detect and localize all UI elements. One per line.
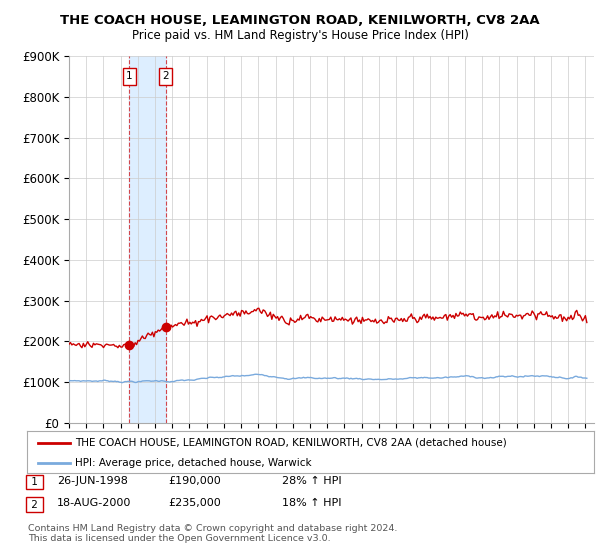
Text: 18-AUG-2000: 18-AUG-2000	[57, 498, 131, 508]
Text: 2: 2	[163, 71, 169, 81]
Text: 18% ↑ HPI: 18% ↑ HPI	[282, 498, 341, 508]
Text: £190,000: £190,000	[168, 476, 221, 486]
Text: £235,000: £235,000	[168, 498, 221, 508]
Text: 1: 1	[126, 71, 133, 81]
Text: Price paid vs. HM Land Registry's House Price Index (HPI): Price paid vs. HM Land Registry's House …	[131, 29, 469, 42]
Text: THE COACH HOUSE, LEAMINGTON ROAD, KENILWORTH, CV8 2AA: THE COACH HOUSE, LEAMINGTON ROAD, KENILW…	[60, 14, 540, 27]
Text: 1: 1	[28, 477, 41, 487]
Text: 2: 2	[28, 500, 41, 510]
Text: 28% ↑ HPI: 28% ↑ HPI	[282, 476, 341, 486]
Text: THE COACH HOUSE, LEAMINGTON ROAD, KENILWORTH, CV8 2AA (detached house): THE COACH HOUSE, LEAMINGTON ROAD, KENILW…	[75, 438, 507, 448]
Text: HPI: Average price, detached house, Warwick: HPI: Average price, detached house, Warw…	[75, 458, 312, 468]
Text: Contains HM Land Registry data © Crown copyright and database right 2024.
This d: Contains HM Land Registry data © Crown c…	[28, 524, 398, 543]
Text: 26-JUN-1998: 26-JUN-1998	[57, 476, 128, 486]
Bar	[129, 56, 166, 423]
